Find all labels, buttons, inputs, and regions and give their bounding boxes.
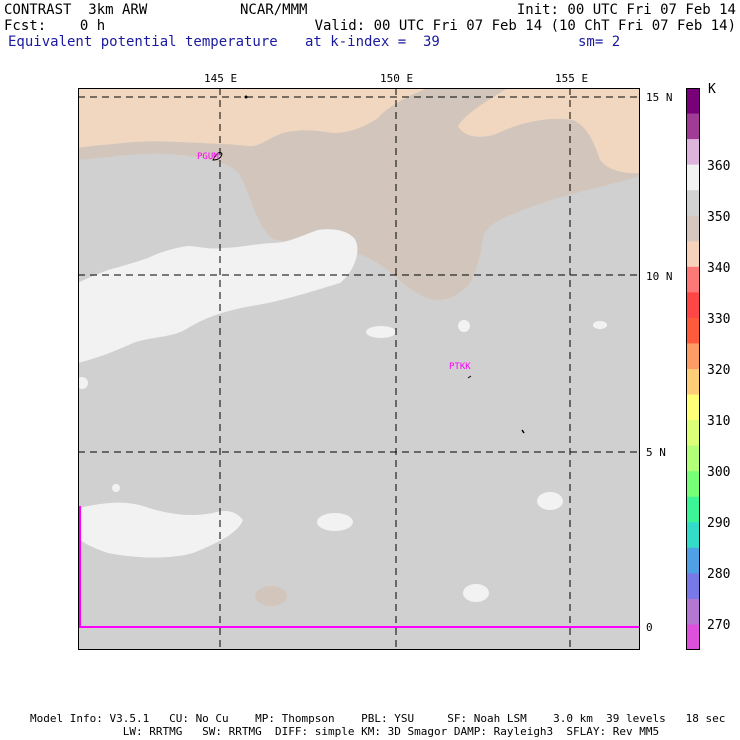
field-name: Equivalent potential temperature <box>8 34 278 50</box>
station-pgum: PGUM <box>197 152 219 162</box>
colorbar-swatch <box>686 598 700 625</box>
colorbar-swatch <box>686 266 700 293</box>
cbar-label-310: 310 <box>707 414 731 429</box>
contour-355-mid <box>78 502 243 558</box>
valid-time: Valid: 00 UTC Fri 07 Feb 14 (10 ChT Fri … <box>314 18 736 34</box>
contour-345-topright <box>458 88 640 174</box>
colorbar-swatch <box>686 420 700 447</box>
smoothing-info: sm= 2 <box>578 34 621 50</box>
cbar-label-330: 330 <box>707 312 731 327</box>
colorbar-swatch <box>686 139 700 166</box>
blob-tan <box>255 586 287 606</box>
institution: NCAR/MMM <box>240 2 308 18</box>
station-ptkk: PTKK <box>449 362 471 372</box>
pohnpei-island <box>521 429 525 434</box>
colorbar-swatch <box>686 573 700 600</box>
colorbar-swatch <box>686 215 700 242</box>
model-info-line2: LW: RRTMG SW: RRTMG DIFF: simple KM: 3D … <box>30 725 660 738</box>
colorbar-swatch <box>686 190 700 217</box>
blob-7 <box>112 484 120 492</box>
colorbar-swatch <box>686 496 700 523</box>
colorbar-unit: K <box>708 82 716 97</box>
north-island <box>244 95 248 99</box>
model-title: CONTRAST 3km ARW <box>4 2 148 18</box>
cbar-label-270: 270 <box>707 618 731 633</box>
cbar-label-290: 290 <box>707 516 731 531</box>
colorbar-swatch <box>686 547 700 574</box>
colorbar-swatch <box>686 113 700 140</box>
plot-frame <box>78 88 640 650</box>
blob-4 <box>458 320 470 332</box>
cbar-label-320: 320 <box>707 363 731 378</box>
colorbar-swatch <box>686 369 700 396</box>
colorbar-swatch <box>686 241 700 268</box>
cbar-label-360: 360 <box>707 159 731 174</box>
colorbar-swatch <box>686 624 700 650</box>
lon-label-145: 145 E <box>204 72 238 85</box>
blob-8 <box>78 377 88 389</box>
blob-5 <box>366 326 396 338</box>
colorbar-frame <box>686 88 700 650</box>
level-info: at k-index = 39 <box>305 34 440 50</box>
colorbar-swatch <box>686 522 700 549</box>
domain-boundary <box>79 506 640 628</box>
lat-label-0: 0 <box>646 621 653 634</box>
colorbar <box>686 88 700 650</box>
colorbar-swatch <box>686 88 700 115</box>
lon-label-155: 155 E <box>555 72 589 85</box>
colorbar-swatch <box>686 164 700 191</box>
colorbar-swatch <box>686 343 700 370</box>
model-info-line1: Model Info: V3.5.1 CU: No Cu MP: Thompso… <box>30 712 726 725</box>
contour-345-topleft <box>78 88 428 148</box>
colorbar-swatch <box>686 471 700 498</box>
blob-1 <box>317 513 353 531</box>
blob-2 <box>537 492 563 510</box>
cbar-label-350: 350 <box>707 210 731 225</box>
forecast-hour: Fcst: 0 h <box>4 18 106 34</box>
colorbar-swatch <box>686 445 700 472</box>
cbar-label-300: 300 <box>707 465 731 480</box>
lon-label-150: 150 E <box>380 72 414 85</box>
chuuk-island <box>467 375 472 379</box>
colorbar-swatch <box>686 292 700 319</box>
cbar-label-340: 340 <box>707 261 731 276</box>
init-time: Init: 00 UTC Fri 07 Feb 14 <box>516 2 736 18</box>
lat-label-15n: 15 N <box>646 91 673 104</box>
map-plot <box>78 88 640 650</box>
lat-label-10n: 10 N <box>646 270 673 283</box>
colorbar-swatch <box>686 317 700 344</box>
guam-island <box>212 151 223 161</box>
lat-label-5n: 5 N <box>646 446 666 459</box>
cbar-label-280: 280 <box>707 567 731 582</box>
contour-355-west <box>78 229 358 363</box>
colorbar-swatch <box>686 394 700 421</box>
blob-6 <box>593 321 607 329</box>
blob-3 <box>463 584 489 602</box>
